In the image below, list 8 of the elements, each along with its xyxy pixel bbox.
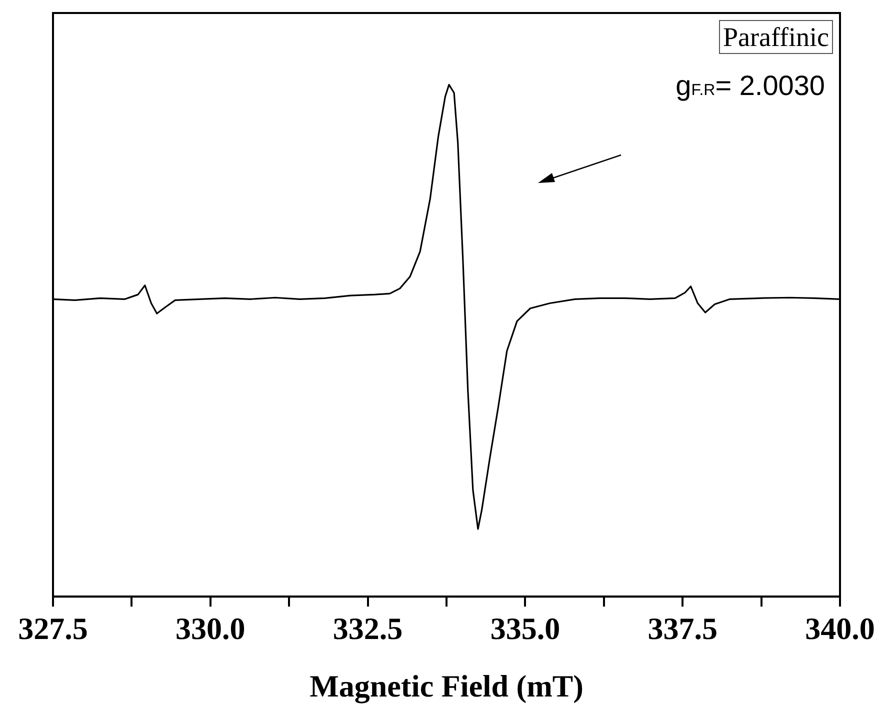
- x-axis-title: Magnetic Field (mT): [310, 668, 584, 704]
- x-tick-label: 335.0: [490, 611, 560, 646]
- x-tick-label: 340.0: [805, 611, 875, 646]
- x-tick-label: 337.5: [648, 611, 718, 646]
- text: Paraffinic: [719, 20, 833, 54]
- x-tick-label: 332.5: [332, 611, 403, 646]
- x-tick-label: 330.0: [176, 611, 246, 646]
- x-tick-label: 327.5: [18, 611, 88, 646]
